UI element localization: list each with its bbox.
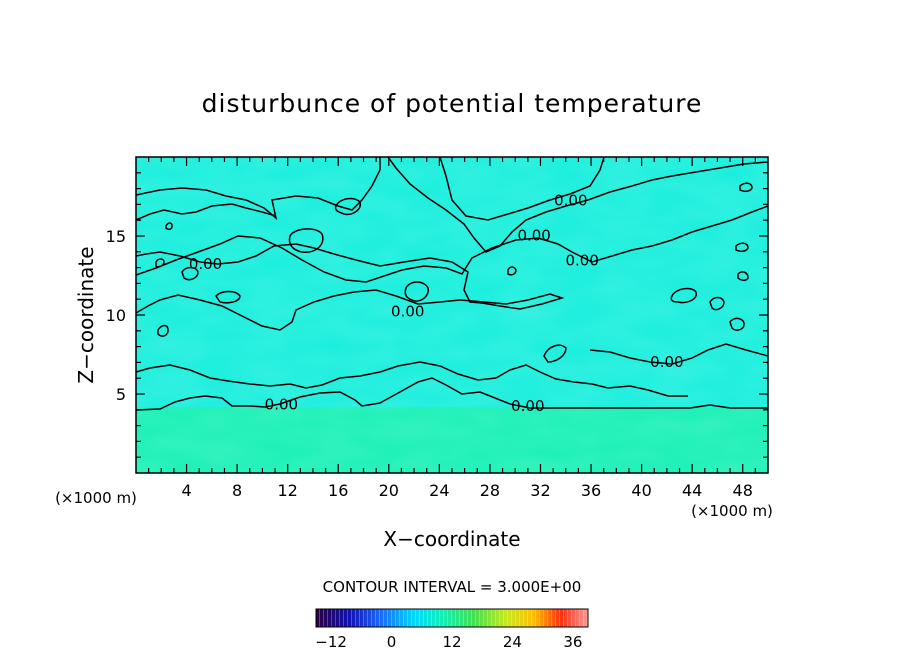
contour-island (507, 266, 517, 276)
colorbar-tick-label: 24 (503, 633, 522, 651)
x-tick-label: 4 (181, 481, 191, 500)
colorbar-frame (315, 608, 589, 628)
contour-label: 0.00 (554, 192, 587, 210)
contour-line (136, 361, 688, 397)
contour-line (136, 203, 277, 221)
y-axis: 5 10 15 (106, 172, 768, 458)
contour-island (288, 228, 324, 253)
contour-island (670, 287, 697, 304)
contour-island (735, 242, 749, 253)
contour-island (157, 324, 169, 337)
contour-line (136, 205, 768, 283)
y-axis-title: Z−coordinate (74, 246, 98, 383)
colorbar: −12 0 12 24 36 (315, 608, 589, 651)
colorbar-tick-label: 36 (563, 633, 582, 651)
y-unit-label: (×1000 m) (55, 489, 137, 507)
x-tick-label: 20 (379, 481, 399, 500)
x-tick-label: 44 (682, 481, 702, 500)
y-tick-label: 10 (106, 306, 126, 325)
contour-lines (136, 157, 768, 411)
contour-label: 0.00 (189, 255, 222, 273)
contour-island (181, 266, 199, 281)
contour-label: 0.00 (650, 353, 683, 371)
x-axis-title: X−coordinate (383, 527, 520, 551)
contour-label: 0.00 (565, 252, 598, 270)
contour-island (404, 281, 429, 302)
x-tick-label: 36 (581, 481, 601, 500)
x-tick-label: 48 (733, 481, 753, 500)
x-tick-label: 32 (530, 481, 550, 500)
x-tick-label: 24 (429, 481, 449, 500)
colorbar-stripes (316, 609, 588, 627)
contour-island (737, 271, 749, 282)
contour-island (709, 296, 725, 311)
contour-label: 0.00 (511, 397, 544, 415)
contour-island (739, 182, 753, 193)
x-tick-label: 8 (232, 481, 242, 500)
y-tick-label: 15 (106, 227, 126, 246)
contour-line (387, 157, 768, 253)
x-tick-label: 40 (631, 481, 651, 500)
contour-line (136, 157, 381, 220)
contour-line (589, 343, 768, 365)
colorbar-tick-label: 0 (387, 633, 397, 651)
contour-island (155, 258, 165, 268)
x-tick-label: 16 (328, 481, 348, 500)
x-tick-label: 28 (480, 481, 500, 500)
colorbar-tick-label: −12 (315, 633, 347, 651)
chart-title: disturbunce of potential temperature (202, 89, 703, 118)
contour-island (334, 197, 361, 216)
contour-label: 0.00 (391, 302, 424, 320)
contour-island (729, 317, 745, 331)
contour-line (136, 377, 768, 411)
contour-island (543, 344, 567, 363)
x-tick-label: 12 (278, 481, 298, 500)
colorbar-tick-label: 12 (442, 633, 461, 651)
contour-label: 0.00 (517, 226, 550, 244)
x-axis: 4 8 12 16 20 24 28 32 36 40 44 48 (148, 157, 756, 500)
contour-island (165, 222, 173, 231)
colorbar-ticks: −12 0 12 24 36 (315, 633, 582, 651)
contour-line (136, 243, 565, 331)
contour-island (215, 290, 241, 304)
contour-interval-label: CONTOUR INTERVAL = 3.000E+00 (323, 578, 582, 596)
contour-line (439, 157, 605, 221)
y-tick-label: 5 (116, 385, 126, 404)
contour-label: 0.00 (265, 395, 298, 413)
contour-labels: 0.000.000.000.000.000.000.000.00 (189, 192, 684, 415)
x-unit-label: (×1000 m) (691, 502, 773, 520)
